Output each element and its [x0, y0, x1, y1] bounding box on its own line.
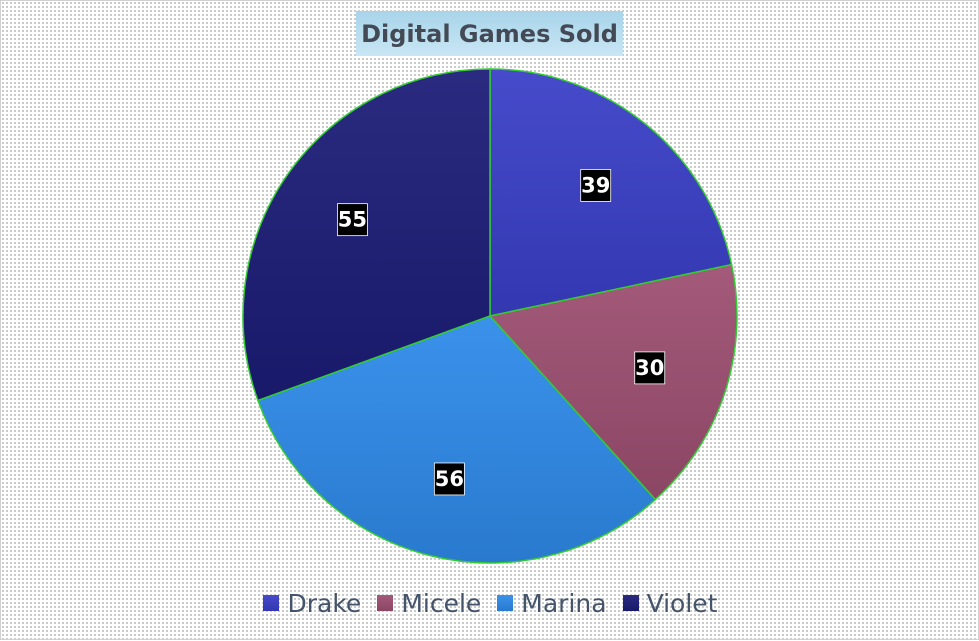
pie-slice-marina: [256, 315, 657, 564]
data-label-box-drake: [580, 169, 612, 202]
legend-item-marina: Marina: [497, 588, 607, 618]
legend-label-violet: Violet: [646, 588, 718, 618]
legend-swatch-micele: [377, 595, 394, 611]
data-label-text-micele: 30: [635, 356, 664, 380]
legend-item-drake: Drake: [263, 589, 361, 618]
legend-item-violet: Violet: [622, 588, 718, 618]
data-label-text-marina: 56: [435, 467, 464, 491]
data-label-box-violet: [337, 203, 368, 237]
chart-title: Digital Games Sold: [361, 19, 618, 48]
data-label-marina: 56: [433, 462, 465, 496]
legend-label-drake: Drake: [287, 588, 362, 618]
data-label-box-marina: [433, 462, 465, 496]
data-label-text-drake: 39: [581, 173, 610, 197]
data-label-drake: 39: [580, 169, 612, 202]
legend-swatch-marina: [497, 595, 514, 611]
data-label-box-micele: [634, 351, 666, 385]
pie-data-labels: 39 30 56 55: [337, 169, 666, 496]
data-label-text-violet: 55: [338, 208, 367, 232]
legend-item-micele: Micele: [377, 589, 481, 618]
pie-slices: [242, 68, 738, 564]
chart-title-box: Digital Games Sold: [356, 11, 623, 56]
data-label-violet: 55: [337, 203, 368, 237]
legend-label-marina: Marina: [521, 588, 607, 618]
legend: Drake Micele Marina Violet: [1, 585, 979, 621]
legend-swatch-violet: [622, 595, 639, 611]
data-label-micele: 30: [634, 351, 666, 385]
legend-label-micele: Micele: [401, 588, 482, 618]
legend-swatch-drake: [263, 595, 280, 611]
pie-slice-micele: [488, 263, 738, 501]
